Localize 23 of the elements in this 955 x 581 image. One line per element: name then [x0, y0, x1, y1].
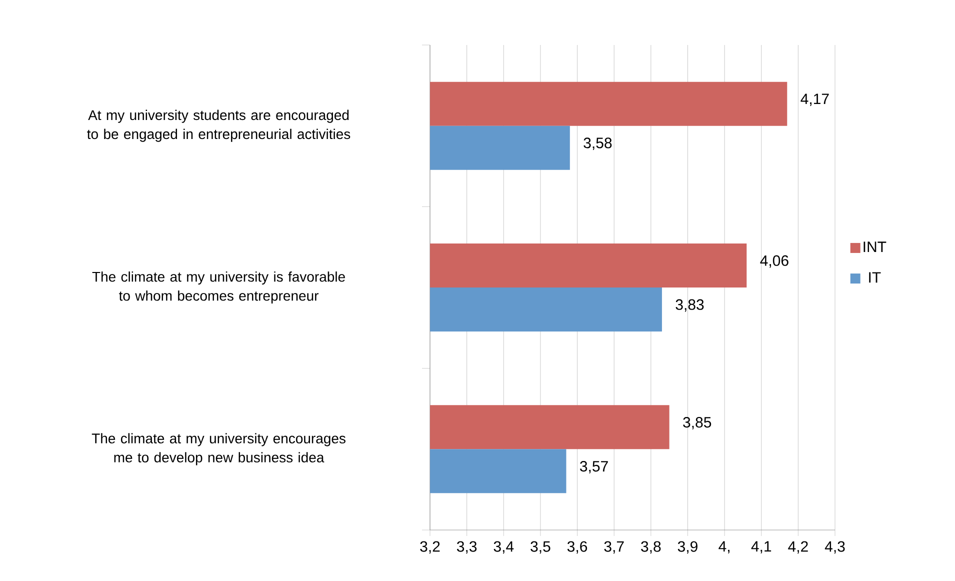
data-label: 3,58 [584, 138, 612, 150]
data-label: 3,83 [676, 299, 704, 312]
data-label: 3,57 [580, 460, 608, 474]
x-tick-label: 4,3 [824, 541, 845, 554]
legend-label: INT [864, 242, 886, 252]
x-tick-label: 4, [718, 541, 730, 554]
y-tick-label: The climate at my university encourages me to develop new business idea [92, 433, 346, 466]
data-label: 4,17 [800, 94, 829, 106]
y-tick-label: At my university students are encouraged to be engaged in entrepreneurial activities [87, 110, 350, 142]
x-tick-label: 3,4 [494, 541, 514, 554]
x-tick-label: 3,8 [641, 541, 661, 554]
x-tick-label: 3,6 [567, 541, 588, 554]
data-label: 4,06 [760, 255, 788, 268]
x-tick-label: 4,1 [751, 541, 772, 554]
legend-label: IT [869, 272, 881, 283]
data-label: 3,85 [683, 416, 712, 430]
x-tick-label: 4,2 [788, 541, 808, 554]
x-tick-label: 3,3 [456, 541, 477, 554]
x-tick-label: 3,9 [678, 541, 698, 554]
y-tick-label: The climate at my university is favorable to whom becomes entrepreneur [92, 271, 345, 304]
x-tick-label: 3,2 [420, 541, 440, 554]
x-tick-label: 3,5 [530, 541, 550, 554]
x-tick-label: 3,7 [604, 541, 624, 554]
